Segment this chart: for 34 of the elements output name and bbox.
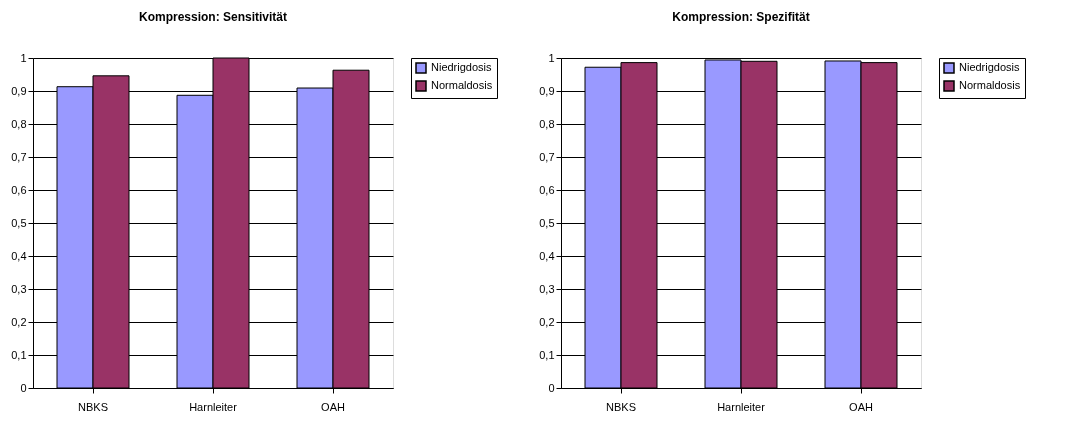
legend-label: Niedrigdosis xyxy=(959,61,1021,73)
y-tick-label: 0,8 xyxy=(539,117,555,130)
y-tick-label: 1 xyxy=(548,51,555,64)
y-tick-label: 0,9 xyxy=(11,84,27,97)
y-tick-label: 0,8 xyxy=(11,117,27,130)
x-tick-label: OAH xyxy=(849,400,873,413)
legend-label: Normaldosis xyxy=(431,79,493,91)
y-tick-label: 0,3 xyxy=(539,282,555,295)
x-tick-label: OAH xyxy=(321,400,345,413)
y-tick-label: 0,7 xyxy=(11,150,27,163)
y-tick-label: 0,2 xyxy=(11,315,27,328)
chart-title: Kompression: Sensitivität xyxy=(138,10,288,24)
y-tick-label: 0,5 xyxy=(11,216,27,229)
y-tick-label: 0,6 xyxy=(539,183,555,196)
x-tick-label: Harnleiter xyxy=(189,400,238,413)
y-tick-label: 0,6 xyxy=(11,183,27,196)
x-tick-label: NBKS xyxy=(78,400,108,413)
x-tick-label: Harnleiter xyxy=(717,400,766,413)
y-tick-label: 0,5 xyxy=(539,216,555,229)
y-tick-label: 0,7 xyxy=(539,150,555,163)
y-tick-label: 0 xyxy=(20,381,27,394)
y-tick-label: 0,2 xyxy=(539,315,555,328)
y-tick-label: 0,9 xyxy=(539,84,555,97)
y-tick-label: 0,4 xyxy=(539,249,555,262)
chart-title: Kompression: Spezifität xyxy=(672,10,810,24)
y-tick-label: 0,3 xyxy=(11,282,27,295)
x-tick-label: NBKS xyxy=(606,400,636,413)
y-tick-label: 1 xyxy=(20,51,27,64)
y-tick-label: 0 xyxy=(548,381,555,394)
y-tick-label: 0,1 xyxy=(539,348,555,361)
y-tick-label: 0,4 xyxy=(11,249,27,262)
legend-label: Normaldosis xyxy=(959,79,1021,91)
legend-label: Niedrigdosis xyxy=(431,61,493,73)
y-tick-label: 0,1 xyxy=(11,348,27,361)
